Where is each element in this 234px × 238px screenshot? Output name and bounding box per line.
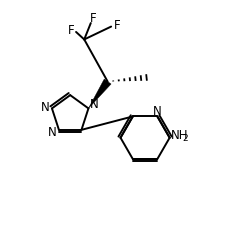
Text: N: N	[90, 98, 99, 111]
Polygon shape	[88, 79, 111, 108]
Text: F: F	[114, 19, 120, 32]
Text: F: F	[68, 24, 75, 37]
Text: N: N	[153, 105, 162, 118]
Text: N: N	[41, 101, 50, 114]
Text: F: F	[90, 12, 97, 25]
Text: 2: 2	[183, 134, 188, 143]
Text: NH: NH	[171, 129, 188, 142]
Text: N: N	[48, 126, 57, 139]
